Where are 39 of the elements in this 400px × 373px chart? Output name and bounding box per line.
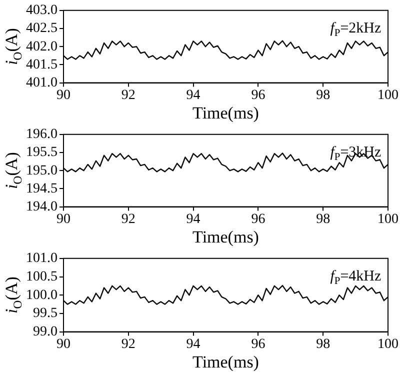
y-axis-title: iO(A) [2, 28, 24, 66]
y-tick-label: 401.0 [26, 75, 58, 90]
y-tick-label: 402.5 [26, 21, 58, 36]
x-tick-label: 94 [186, 212, 200, 227]
x-tick-label: 90 [56, 336, 70, 352]
y-tick-label: 403.0 [26, 3, 58, 18]
y-tick-label: 401.5 [26, 57, 58, 72]
x-tick-label: 92 [121, 336, 136, 352]
y-tick-label: 99.0 [33, 324, 58, 340]
y-tick-label: 100.5 [26, 269, 58, 284]
x-tick-label: 100 [378, 212, 398, 227]
y-axis-title: iO(A) [2, 276, 24, 314]
x-tick-label: 98 [316, 212, 330, 227]
x-tick-label: 96 [251, 212, 266, 227]
y-tick-label: 195.0 [26, 163, 58, 178]
y-tick-label: 101.0 [26, 251, 58, 266]
x-tick-label: 98 [316, 336, 330, 352]
y-tick-label: 99.5 [33, 306, 58, 322]
x-tick-label: 98 [316, 88, 330, 103]
y-axis-title: iO(A) [2, 152, 24, 190]
y-tick-label: 195.5 [26, 145, 58, 160]
y-tick-label: 402.0 [26, 39, 58, 54]
x-tick-label: 96 [251, 336, 266, 352]
y-tick-label: 100.0 [26, 288, 58, 303]
x-axis-title: Time(ms) [192, 103, 259, 122]
x-axis-title: Time(ms) [192, 227, 259, 246]
x-axis-title: Time(ms) [192, 352, 259, 372]
x-tick-label: 92 [121, 88, 136, 103]
x-tick-label: 96 [251, 88, 266, 103]
x-tick-label: 94 [186, 88, 200, 103]
x-tick-label: 90 [56, 88, 70, 103]
x-tick-label: 94 [186, 336, 200, 352]
x-tick-label: 100 [378, 88, 398, 103]
x-tick-label: 92 [121, 212, 136, 227]
x-tick-label: 100 [378, 336, 398, 352]
y-tick-label: 196.0 [26, 127, 58, 142]
x-tick-label: 90 [56, 212, 70, 227]
y-tick-label: 194.5 [26, 181, 58, 196]
y-tick-label: 194.0 [26, 199, 58, 214]
